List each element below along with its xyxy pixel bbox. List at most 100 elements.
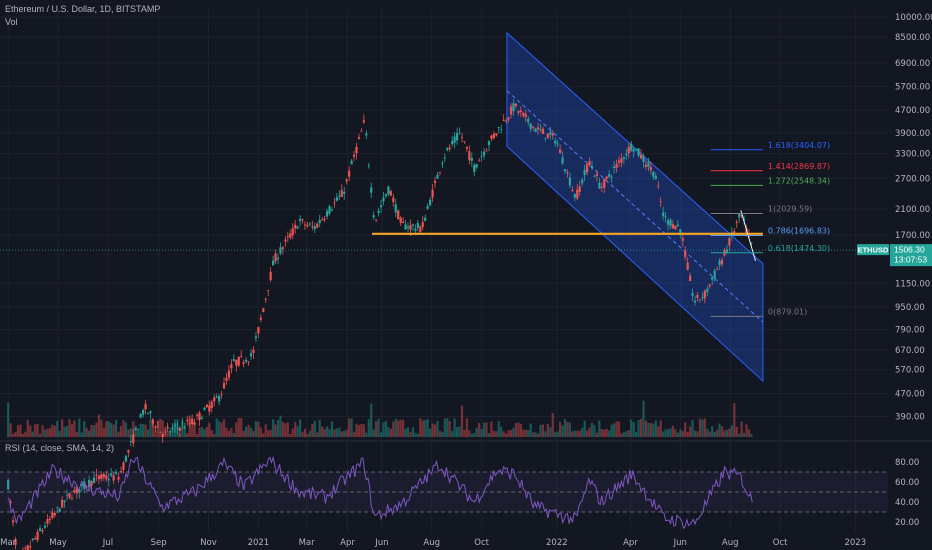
volume-bar-144 xyxy=(360,423,363,437)
candle-body-56 xyxy=(144,403,147,410)
candle-body-278 xyxy=(689,275,692,282)
volume-bar-242 xyxy=(600,429,603,437)
volume-bar-98 xyxy=(247,424,250,437)
volume-bar-195 xyxy=(485,422,488,437)
candle-body-289 xyxy=(716,269,719,271)
volume-bar-95 xyxy=(240,418,243,437)
volume-bar-243 xyxy=(603,429,606,437)
candle-body-279 xyxy=(691,293,694,296)
candle-body-242 xyxy=(600,187,603,189)
candle-body-134 xyxy=(335,197,338,201)
volume-bar-6 xyxy=(21,433,24,437)
candle-body-268 xyxy=(664,216,667,218)
x-tick-label-5: 2021 xyxy=(248,538,270,548)
candle-body-17 xyxy=(48,518,51,520)
volume-bar-160 xyxy=(399,419,402,437)
candle-body-47 xyxy=(122,462,125,470)
x-tick-label-8: Jun xyxy=(374,538,388,548)
symbol-title[interactable]: Ethereum / U.S. Dollar, 1D, BITSTAMP xyxy=(5,4,161,14)
volume-bar-165 xyxy=(411,427,415,437)
candle-body-241 xyxy=(598,182,601,189)
volume-bar-189 xyxy=(470,433,473,437)
volume-label[interactable]: Vol xyxy=(5,17,18,27)
candle-body-37 xyxy=(97,475,101,480)
x-tick-label-16: 2023 xyxy=(844,538,866,548)
volume-bar-272 xyxy=(674,429,677,437)
candle-body-214 xyxy=(532,126,535,128)
candle-body-145 xyxy=(362,120,365,123)
volume-bar-135 xyxy=(338,427,341,437)
volume-bar-56 xyxy=(144,424,147,437)
volume-bar-245 xyxy=(608,430,611,437)
grid xyxy=(0,10,932,532)
volume-bar-270 xyxy=(669,428,672,437)
candle-body-216 xyxy=(536,127,540,130)
candle-body-65 xyxy=(166,426,169,429)
volume-bar-208 xyxy=(517,422,520,437)
volume-bar-145 xyxy=(362,424,365,437)
volume-bar-219 xyxy=(544,431,547,437)
candle-body-75 xyxy=(191,418,194,425)
candle-body-67 xyxy=(171,427,174,429)
candle-body-229 xyxy=(568,177,572,186)
fib-level-label-2: 1.272(2548.34) xyxy=(768,176,830,185)
volume-bar-21 xyxy=(58,431,61,437)
volume-bar-51 xyxy=(132,421,135,437)
volume-bar-256 xyxy=(635,431,638,437)
rsi-tick-label-0: 80.00 xyxy=(895,458,919,468)
volume-bar-269 xyxy=(666,429,670,437)
volume-bar-260 xyxy=(644,420,648,437)
candle-body-153 xyxy=(382,197,385,202)
volume-bar-20 xyxy=(56,420,59,437)
candle-body-119 xyxy=(298,218,302,222)
volume-bar-232 xyxy=(576,430,579,437)
volume-bar-286 xyxy=(708,431,711,437)
volume-bar-19 xyxy=(53,425,56,437)
candle-body-48 xyxy=(124,456,128,462)
volume-bar-210 xyxy=(522,429,525,437)
candle-body-70 xyxy=(178,428,181,431)
volume-bar-241 xyxy=(598,420,601,437)
candle-body-221 xyxy=(549,132,552,135)
price-tag-bg xyxy=(890,244,932,267)
candle-body-257 xyxy=(637,148,640,156)
volume-bar-46 xyxy=(119,426,123,437)
volume-bar-271 xyxy=(671,425,675,437)
candle-body-217 xyxy=(539,129,542,130)
candle-body-194 xyxy=(482,151,486,156)
price-tag-countdown: 13:07:53 xyxy=(894,255,927,265)
volume-bar-18 xyxy=(51,424,54,437)
x-tick-label-3: Sep xyxy=(151,538,167,548)
volume-bar-172 xyxy=(428,428,432,437)
volume-bar-261 xyxy=(647,423,650,437)
volume-bar-87 xyxy=(220,422,223,437)
volume-bar-12 xyxy=(36,423,39,437)
candle-body-58 xyxy=(149,411,152,413)
volume-bar-276 xyxy=(684,422,687,437)
volume-bar-217 xyxy=(539,424,542,437)
volume-bar-279 xyxy=(691,420,694,437)
candle-body-79 xyxy=(200,417,204,419)
x-tick-label-4: Nov xyxy=(200,538,217,548)
volume-bar-246 xyxy=(610,424,613,437)
volume-bar-291 xyxy=(720,426,724,437)
candle-body-14 xyxy=(41,530,44,532)
volume-bar-119 xyxy=(298,419,302,437)
candle-body-63 xyxy=(161,433,164,438)
candle-body-117 xyxy=(294,224,297,229)
volume-bar-252 xyxy=(625,431,628,437)
x-tick-label-15: Oct xyxy=(773,538,788,548)
candle-body-88 xyxy=(222,382,226,389)
volume-bar-303 xyxy=(750,433,753,437)
regression-channel xyxy=(506,31,764,383)
rsi-label[interactable]: RSI (14, close, SMA, 14, 2) xyxy=(5,443,115,453)
volume-bar-94 xyxy=(237,418,240,437)
volume-bar-99 xyxy=(249,427,253,437)
volume-bar-33 xyxy=(88,430,91,437)
volume-bar-226 xyxy=(561,425,564,437)
candle-body-41 xyxy=(107,479,110,481)
candle-body-169 xyxy=(421,222,424,228)
candle-body-202 xyxy=(502,119,505,121)
